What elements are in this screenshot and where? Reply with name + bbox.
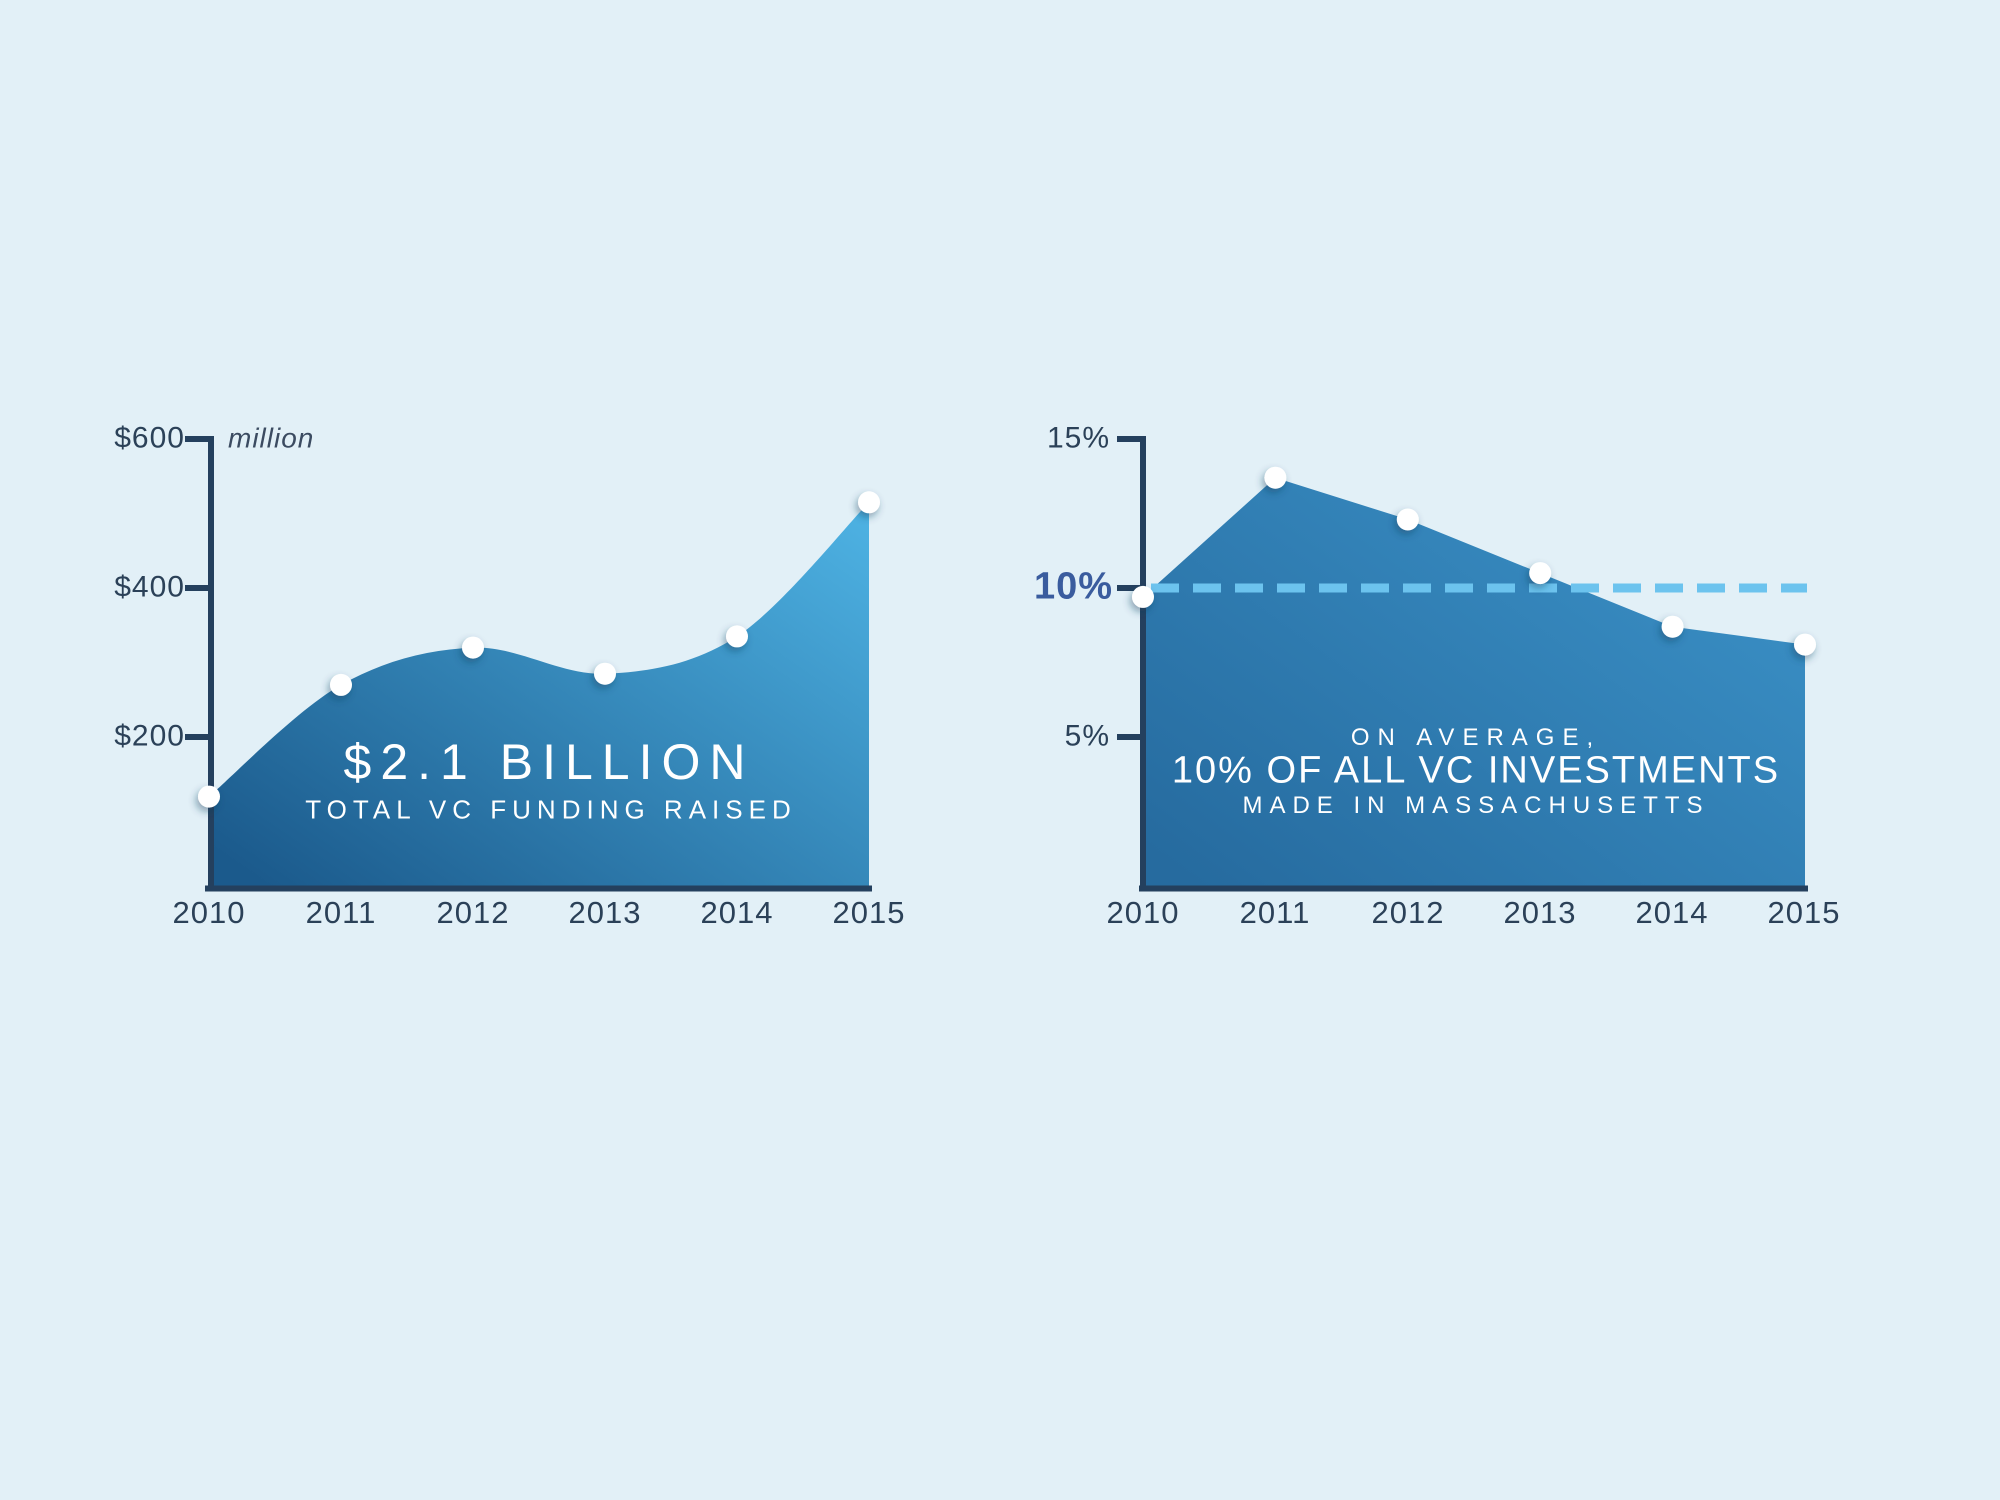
x-label-left-2015: 2015 [832, 895, 906, 930]
left-chart-headline: $2.1 BILLION [343, 734, 755, 790]
x-label-left-2011: 2011 [305, 895, 377, 930]
data-point-dot-2011 [1264, 466, 1287, 489]
y-tick-label-10pct-bold: 10% [1033, 565, 1113, 608]
y-tick-label-200m: $200 [114, 719, 185, 753]
data-point-dot-2013 [594, 662, 616, 685]
right-chart-overlay-line1: ON AVERAGE, [1350, 724, 1602, 751]
x-label-right-2010: 2010 [1106, 895, 1180, 930]
area-fill [1143, 477, 1805, 886]
y-tick-label-5pct: 5% [1064, 719, 1110, 753]
x-label-left-2010: 2010 [172, 895, 246, 930]
data-point-dot-2015 [858, 491, 880, 514]
y-tick-label-600m: $600 [114, 421, 185, 455]
y-tick-label-15pct: 15% [1046, 421, 1110, 455]
x-label-right-2015: 2015 [1767, 895, 1841, 930]
x-label-right-2013: 2013 [1503, 895, 1577, 930]
right-chart-overlay-line3: MADE IN MASSACHUSETTS [1242, 792, 1710, 819]
right-chart-overlay-line2: 10% OF ALL VC INVESTMENTS [1171, 749, 1781, 792]
x-label-right-2014: 2014 [1635, 895, 1709, 930]
data-point-dot-2014 [726, 625, 748, 648]
y-tick-label-400m: $400 [114, 570, 185, 604]
data-point-dot-2012 [1396, 508, 1419, 531]
x-label-right-2012: 2012 [1371, 895, 1445, 930]
x-label-right-2011: 2011 [1239, 895, 1311, 930]
data-point-dot-2015 [1794, 633, 1816, 656]
data-point-dot-2014 [1661, 615, 1684, 638]
data-point-dot-2010 [1132, 585, 1154, 608]
y-axis-unit-label: million [228, 422, 315, 454]
x-label-left-2012: 2012 [436, 895, 510, 930]
area-fill [209, 502, 869, 886]
data-point-dot-2011 [330, 673, 352, 696]
left-chart-subheadline: TOTAL VC FUNDING RAISED [305, 794, 797, 825]
x-label-left-2014: 2014 [700, 895, 774, 930]
data-point-dot-2012 [462, 636, 484, 659]
data-point-dot-2010 [198, 785, 220, 808]
x-label-left-2013: 2013 [568, 895, 642, 930]
data-point-dot-2013 [1529, 562, 1552, 585]
